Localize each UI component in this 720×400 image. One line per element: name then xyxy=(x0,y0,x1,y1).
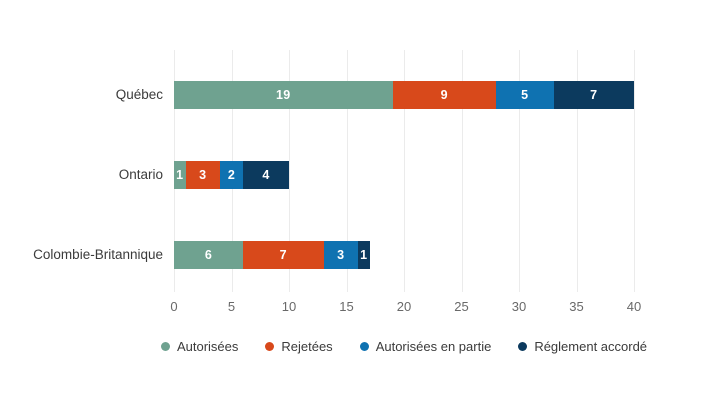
bar-segment: 1 xyxy=(358,241,370,269)
segment-value-label: 1 xyxy=(176,167,184,182)
x-tick-label: 5 xyxy=(227,299,236,314)
segment-value-label: 5 xyxy=(521,87,529,102)
category-label: Ontario xyxy=(118,167,163,182)
segment-value-label: 1 xyxy=(360,247,368,262)
gridline-x-30 xyxy=(519,50,520,292)
bar-segment: 9 xyxy=(392,81,496,109)
legend-label: Autorisées xyxy=(176,339,239,354)
bar-segment: 5 xyxy=(496,81,554,109)
legend-dot-icon xyxy=(359,342,369,351)
x-tick-label: 0 xyxy=(170,299,178,314)
segment-value-label: 4 xyxy=(262,167,270,182)
legend: Autorisées Rejetées Autorisées en partie Ré… xyxy=(160,339,647,354)
gridline-x-40 xyxy=(634,50,635,292)
bar-row-1: Ontario 1 3 2 4 xyxy=(119,161,634,189)
plot-area: 0 5 10 15 20 25 30 35 40 Québec 19 9 5 7 Ontario 1 3 2 4 Co… xyxy=(33,50,641,313)
segment-value-label: 3 xyxy=(337,247,345,262)
bar-segment: 6 xyxy=(174,241,243,269)
segment-value-label: 2 xyxy=(227,167,236,182)
bar-segment: 7 xyxy=(243,241,324,269)
segment-value-label: 9 xyxy=(440,87,448,102)
segment-value-label: 6 xyxy=(204,247,213,262)
gridline-x-25 xyxy=(461,50,463,292)
legend-dot-icon xyxy=(160,342,170,351)
category-label: Québec xyxy=(115,87,163,102)
bar-segment: 2 xyxy=(220,161,243,189)
gridline-x-10 xyxy=(289,50,290,292)
gridline-x-20 xyxy=(404,50,405,292)
x-tick-label: 15 xyxy=(339,299,354,314)
bar-segment: 19 xyxy=(174,81,393,109)
bar-segment: 3 xyxy=(185,161,220,189)
gridline-x-35 xyxy=(576,50,578,292)
legend-item: Autorisées en partie xyxy=(359,339,492,354)
segment-value-label: 7 xyxy=(279,247,287,262)
legend-dot-icon xyxy=(518,342,528,351)
segment-value-label: 7 xyxy=(590,87,598,102)
bar-segment: 1 xyxy=(174,161,186,189)
legend-item: Rejetées xyxy=(265,339,333,354)
legend-item: Réglement accordé xyxy=(518,340,647,353)
legend-dot-icon xyxy=(265,342,275,351)
legend-label: Réglement accordé xyxy=(534,339,648,354)
bar-row-2: Colombie-Britannique 6 7 3 1 xyxy=(33,241,634,269)
legend-item: Autorisées xyxy=(160,339,239,354)
x-tick-label: 30 xyxy=(511,299,527,314)
bar-row-0: Québec 19 9 5 7 xyxy=(116,81,634,109)
segment-value-label: 19 xyxy=(275,87,291,102)
x-tick-label: 10 xyxy=(281,299,297,314)
x-tick-label: 35 xyxy=(569,299,584,314)
legend-label: Rejetées xyxy=(281,339,333,354)
category-label: Colombie-Britannique xyxy=(33,247,163,262)
bar-segment: 3 xyxy=(323,241,358,269)
x-tick-label: 40 xyxy=(626,299,642,314)
bar-segment: 7 xyxy=(553,81,634,109)
x-tick-label: 20 xyxy=(396,299,412,314)
segment-value-label: 3 xyxy=(199,167,207,182)
x-tick-label: 25 xyxy=(454,299,469,314)
bar-segment: 4 xyxy=(243,161,289,189)
gridline-x-15 xyxy=(346,50,348,292)
legend-label: Autorisées en partie xyxy=(375,339,492,354)
